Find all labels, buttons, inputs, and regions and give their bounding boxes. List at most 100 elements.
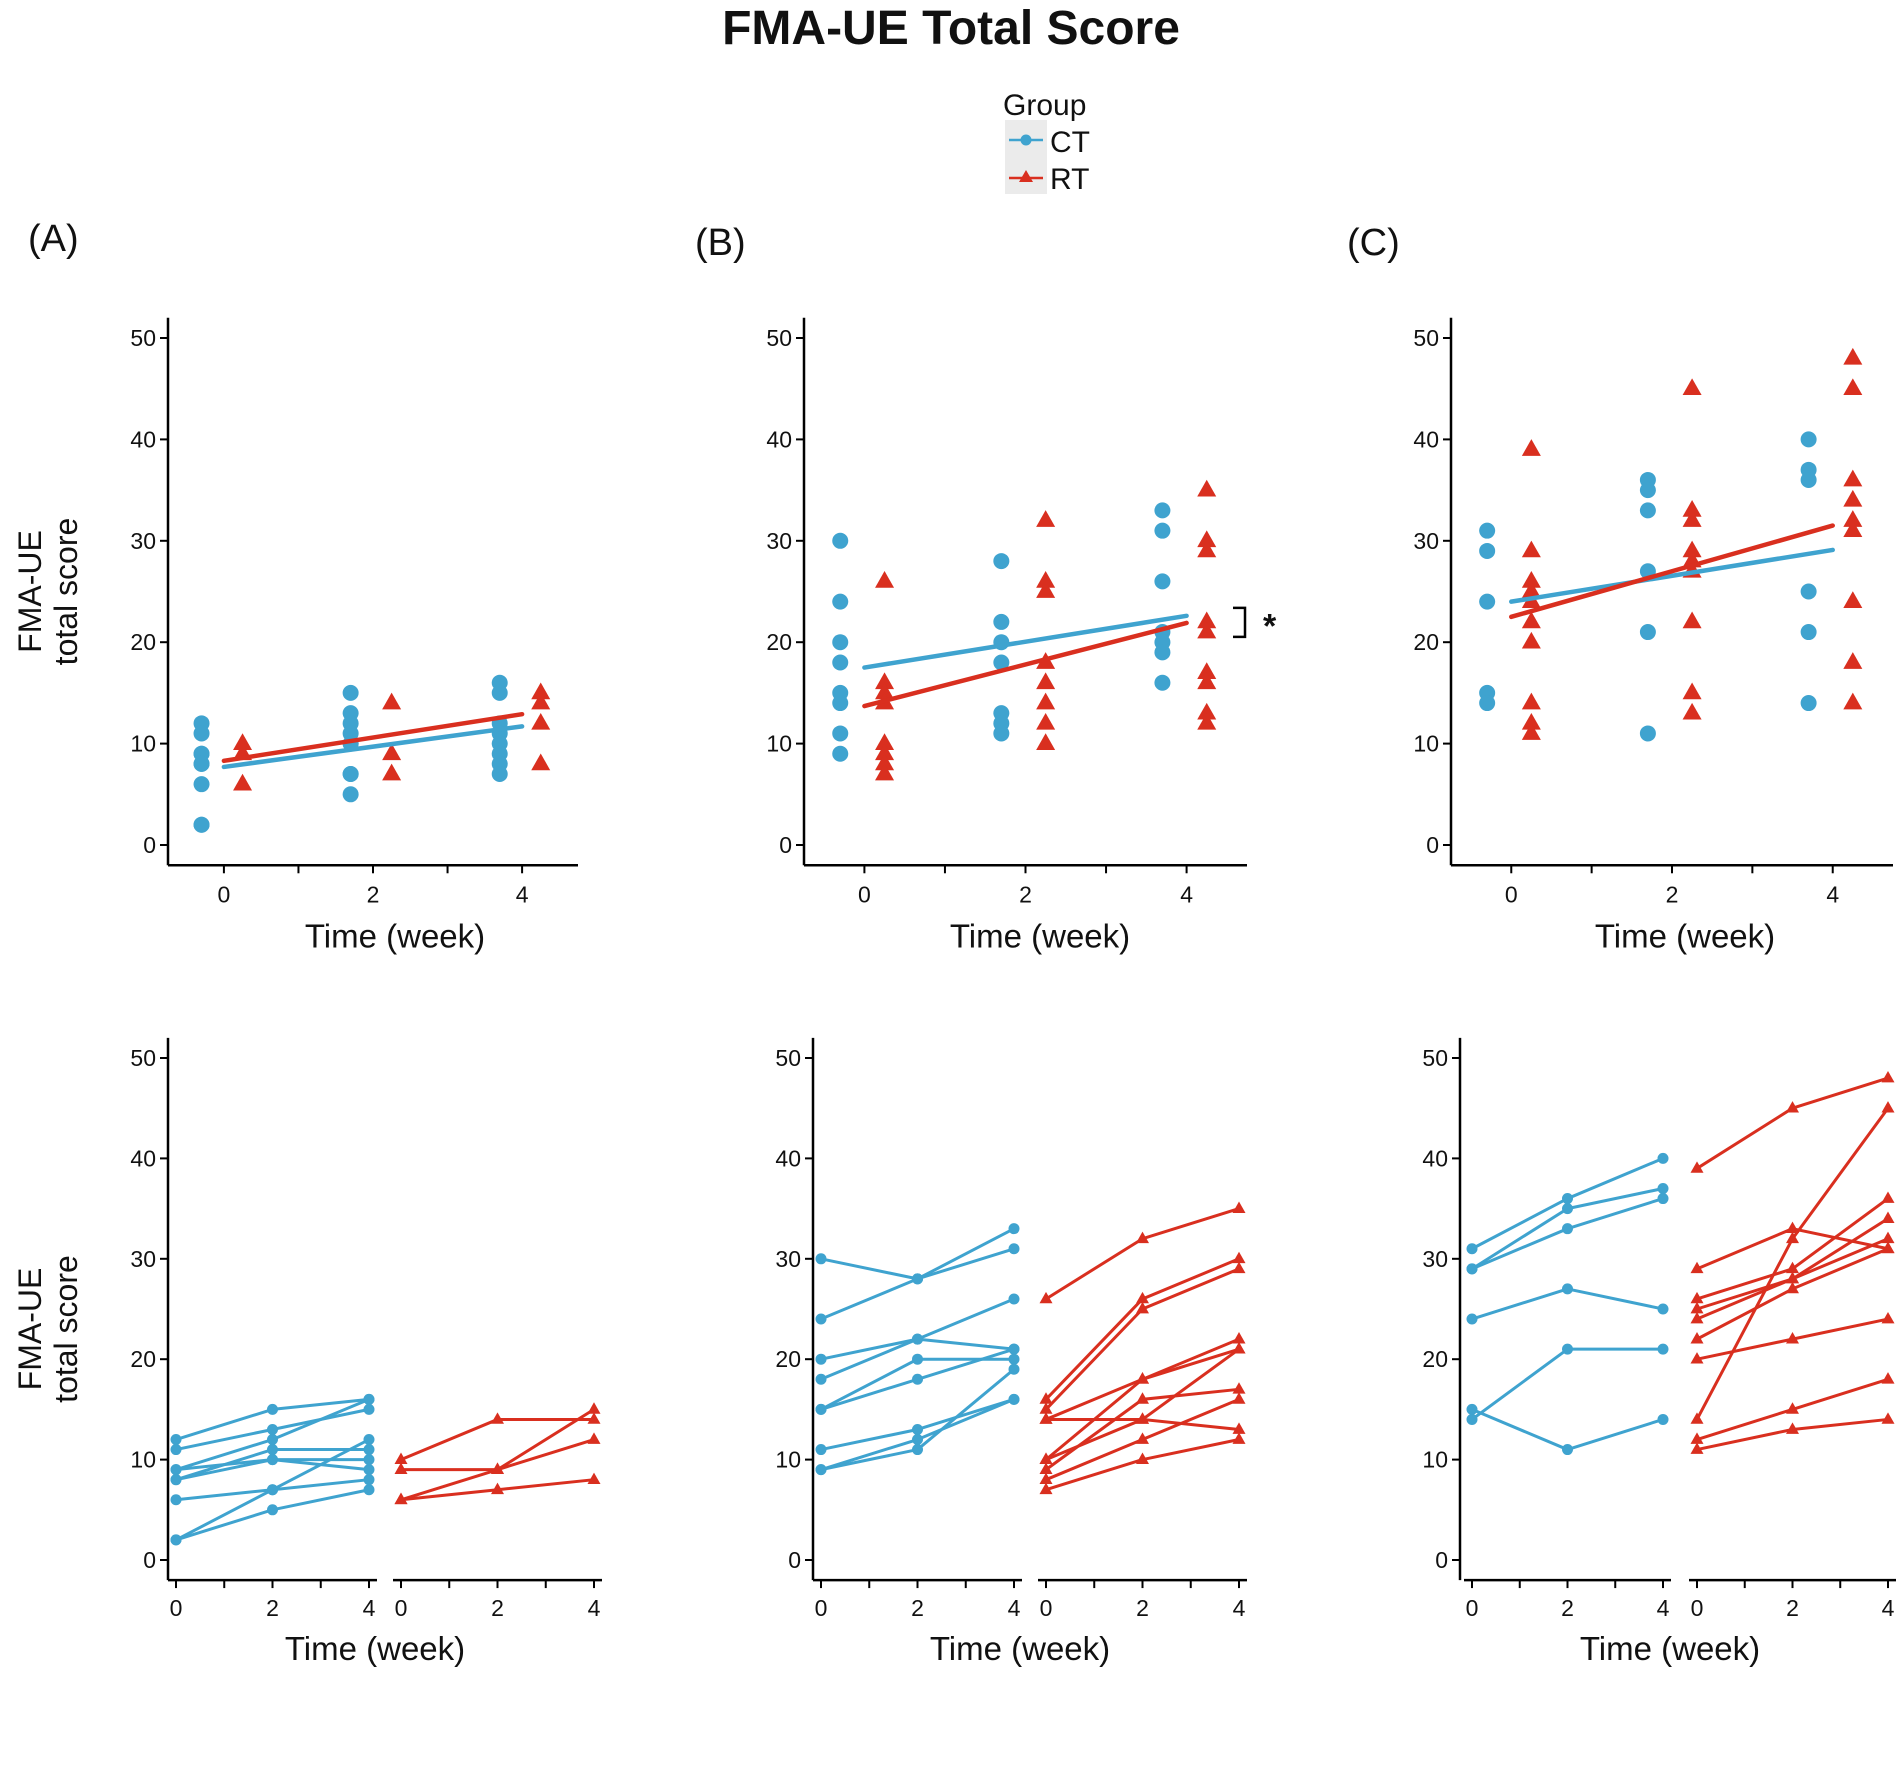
ct-subject-point [1562,1283,1573,1295]
x-tick-label: 4 [1180,881,1193,907]
chart-top-c: 0 10 20 30 40 50 0 2 4 Time (week) [1413,317,1893,954]
rt-data-point [1521,631,1541,649]
panel-label-b: (B) [695,222,746,264]
rt-data-point [1197,702,1217,720]
rt-subject-point [1690,1332,1704,1344]
ct-subject-point [912,1423,923,1435]
rt-data-point [875,672,895,690]
x-tick-label: 0 [1466,1595,1479,1621]
ct-subject-point [1466,1263,1478,1275]
ct-subject-point [170,1534,182,1546]
ct-data-point [342,766,359,783]
rt-subject-point [1690,1352,1704,1364]
ct-subject-point [1562,1193,1573,1205]
rt-data-point [875,570,895,588]
y-tick-label: 40 [775,1145,801,1171]
ct-subject-point [363,1484,375,1496]
y-axis-title-line1: FMA-UE [12,530,48,653]
rt-data-point [1197,530,1217,548]
rt-subject-point [1786,1281,1799,1294]
ct-data-point [193,776,210,793]
y-tick-label: 40 [766,426,792,452]
ct-data-point [1800,624,1817,641]
x-tick-label: 4 [1826,881,1839,907]
chart-top-a: 0 10 20 30 40 50 0 2 4 Time (week) FMA-UE total sco… [12,317,578,954]
rt-subject-point [1786,1332,1799,1344]
ct-subject-point [1008,1393,1020,1405]
ct-data-point [1800,471,1817,488]
ct-data-point [832,654,849,671]
y-tick-label: 0 [143,1547,156,1573]
rt-data-point [1197,479,1217,497]
y-tick-label: 20 [130,1346,156,1372]
ct-data-point [1800,431,1817,448]
rt-subject-point [1786,1271,1799,1284]
ct-subject-point [267,1484,278,1496]
y-tick-label: 0 [143,832,156,858]
ct-subject-point [1657,1193,1669,1205]
ct-subject-point [267,1454,278,1466]
ct-subject-point [267,1423,278,1435]
x-tick-label: 4 [588,1595,601,1621]
rt-data-point [1843,347,1863,365]
ct-trend-line [862,613,1189,670]
legend-key-background [1005,120,1047,194]
y-tick-label: 30 [766,528,792,554]
ct-subject-point [1657,1303,1669,1315]
rt-subject-point [1039,1412,1053,1424]
y-tick-label: 40 [1422,1145,1448,1171]
rt-subject-point [1690,1161,1704,1173]
ct-data-point [1639,624,1656,641]
rt-data-point [1682,540,1702,558]
y-tick-label: 0 [779,832,792,858]
rt-subject-point [1136,1301,1149,1314]
rt-data-point [1521,540,1541,558]
rt-trend-line [221,711,525,764]
x-tick-label: 2 [367,881,380,907]
rt-data-point [1521,723,1541,740]
rt-data-point [1521,712,1541,730]
y-tick-label: 50 [1413,325,1439,351]
y-tick-label: 20 [766,629,792,655]
rt-data-point [382,743,402,761]
panel-label-a: (A) [28,218,79,260]
ct-data-point [993,654,1010,671]
ct-data-point [832,593,849,610]
y-tick-label: 50 [775,1045,801,1071]
x-tick-label: 2 [491,1595,504,1621]
ct-data-point [1639,502,1656,519]
ct-subject-point [912,1353,923,1365]
rt-subject-point [587,1472,601,1485]
ct-subject-point [363,1393,375,1405]
rt-subject-point [1136,1231,1149,1244]
ct-data-point [1479,593,1496,610]
rt-data-point [1682,702,1702,720]
rt-subject-point [1039,1472,1053,1485]
x-tick-label: 2 [911,1595,924,1621]
rt-data-point [1843,652,1863,669]
y-tick-label: 30 [130,528,156,554]
y-tick-label: 50 [130,1045,156,1071]
x-tick-label: 2 [266,1595,279,1621]
y-tick-label: 0 [1426,832,1439,858]
rt-data-point [1036,510,1056,527]
ct-subject-point [170,1494,182,1506]
rt-subject-point [1136,1392,1149,1404]
ct-subject-point [815,1253,827,1265]
rt-data-point [875,763,895,781]
rt-subject-point [1881,1191,1895,1203]
rt-subject-line [1045,1207,1240,1301]
rt-data-point [382,763,402,781]
rt-subject-point [1881,1311,1895,1324]
rt-subject-point [1039,1452,1053,1464]
ct-subject-point [815,1373,827,1385]
rt-subject-point [1690,1432,1704,1444]
rt-data-point [531,753,551,771]
rt-subject-point [1881,1101,1895,1113]
rt-subject-point [491,1412,504,1424]
rt-data-point [1036,570,1056,588]
x-tick-label: 2 [1019,881,1032,907]
ct-subject-point [815,1313,827,1325]
ct-subject-point [912,1444,923,1456]
